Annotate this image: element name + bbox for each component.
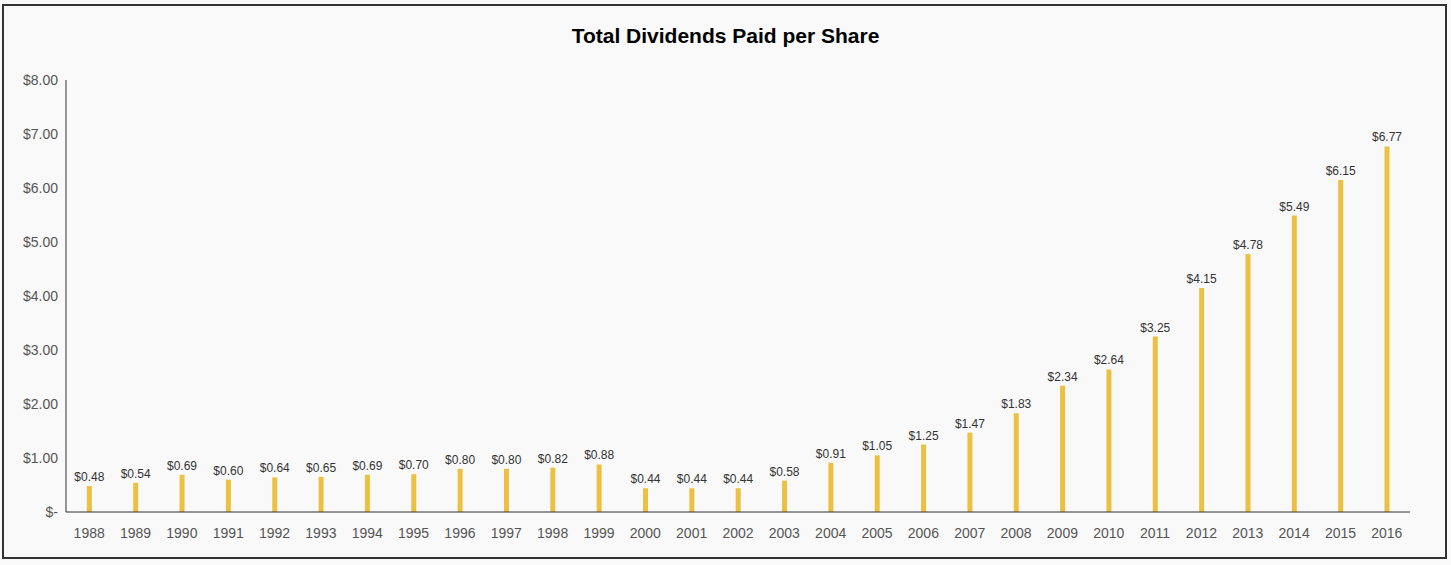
svg-text:2016: 2016	[1371, 525, 1402, 541]
svg-text:2008: 2008	[1000, 525, 1031, 541]
svg-text:$0.64: $0.64	[260, 461, 290, 475]
svg-text:$0.80: $0.80	[491, 453, 521, 467]
svg-text:$1.05: $1.05	[862, 439, 892, 453]
svg-text:$-: $-	[46, 504, 59, 520]
svg-text:$0.48: $0.48	[74, 470, 104, 484]
svg-text:2014: 2014	[1279, 525, 1310, 541]
svg-text:$6.00: $6.00	[23, 180, 58, 196]
svg-text:$0.65: $0.65	[306, 461, 336, 475]
svg-text:2003: 2003	[769, 525, 800, 541]
svg-text:$0.88: $0.88	[584, 448, 614, 462]
svg-text:2007: 2007	[954, 525, 985, 541]
svg-text:$0.44: $0.44	[630, 472, 660, 486]
svg-text:$0.44: $0.44	[723, 472, 753, 486]
svg-text:1992: 1992	[259, 525, 290, 541]
svg-text:2002: 2002	[722, 525, 753, 541]
svg-text:1994: 1994	[352, 525, 383, 541]
html-text:Total Dividends Paid per Share: Total Dividends Paid per Share	[571, 24, 880, 47]
svg-text:$1.83: $1.83	[1001, 397, 1031, 411]
svg-text:$0.69: $0.69	[167, 459, 197, 473]
svg-text:2005: 2005	[861, 525, 892, 541]
svg-text:2000: 2000	[630, 525, 661, 541]
svg-text:$6.15: $6.15	[1326, 164, 1356, 178]
svg-text:2015: 2015	[1325, 525, 1356, 541]
svg-text:$2.34: $2.34	[1048, 370, 1078, 384]
svg-text:$0.54: $0.54	[121, 467, 151, 481]
svg-text:2011: 2011	[1140, 525, 1170, 541]
svg-text:$5.00: $5.00	[23, 234, 58, 250]
svg-text:$0.69: $0.69	[352, 459, 382, 473]
svg-text:2004: 2004	[815, 525, 846, 541]
svg-text:$4.78: $4.78	[1233, 238, 1263, 252]
svg-text:$1.47: $1.47	[955, 417, 985, 431]
svg-text:$3.00: $3.00	[23, 342, 58, 358]
svg-text:1989: 1989	[120, 525, 151, 541]
svg-text:$0.44: $0.44	[677, 472, 707, 486]
svg-text:$0.58: $0.58	[770, 465, 800, 479]
svg-text:$1.25: $1.25	[909, 429, 939, 443]
svg-text:2010: 2010	[1093, 525, 1124, 541]
svg-text:$4.15: $4.15	[1187, 272, 1217, 286]
svg-text:$0.60: $0.60	[213, 464, 243, 478]
svg-text:$1.00: $1.00	[23, 450, 58, 466]
svg-text:1991: 1991	[213, 525, 244, 541]
svg-text:2013: 2013	[1232, 525, 1263, 541]
svg-text:$2.00: $2.00	[23, 396, 58, 412]
svg-text:1988: 1988	[74, 525, 105, 541]
svg-text:2009: 2009	[1047, 525, 1078, 541]
svg-text:1990: 1990	[166, 525, 197, 541]
svg-text:1999: 1999	[583, 525, 614, 541]
svg-text:$6.77: $6.77	[1372, 130, 1402, 144]
svg-text:$4.00: $4.00	[23, 288, 58, 304]
svg-text:1997: 1997	[491, 525, 522, 541]
svg-text:$0.80: $0.80	[445, 453, 475, 467]
svg-text:1993: 1993	[305, 525, 336, 541]
svg-text:1995: 1995	[398, 525, 429, 541]
svg-text:$5.49: $5.49	[1279, 200, 1309, 214]
svg-text:$8.00: $8.00	[23, 72, 58, 88]
svg-text:1998: 1998	[537, 525, 568, 541]
svg-text:1996: 1996	[444, 525, 475, 541]
svg-text:$3.25: $3.25	[1140, 321, 1170, 335]
svg-text:2006: 2006	[908, 525, 939, 541]
svg-text:$0.70: $0.70	[399, 458, 429, 472]
svg-text:2001: 2001	[676, 525, 707, 541]
svg-text:2012: 2012	[1186, 525, 1217, 541]
svg-text:$7.00: $7.00	[23, 126, 58, 142]
svg-text:$2.64: $2.64	[1094, 353, 1124, 367]
svg-text:$0.82: $0.82	[538, 452, 568, 466]
svg-text:$0.91: $0.91	[816, 447, 846, 461]
